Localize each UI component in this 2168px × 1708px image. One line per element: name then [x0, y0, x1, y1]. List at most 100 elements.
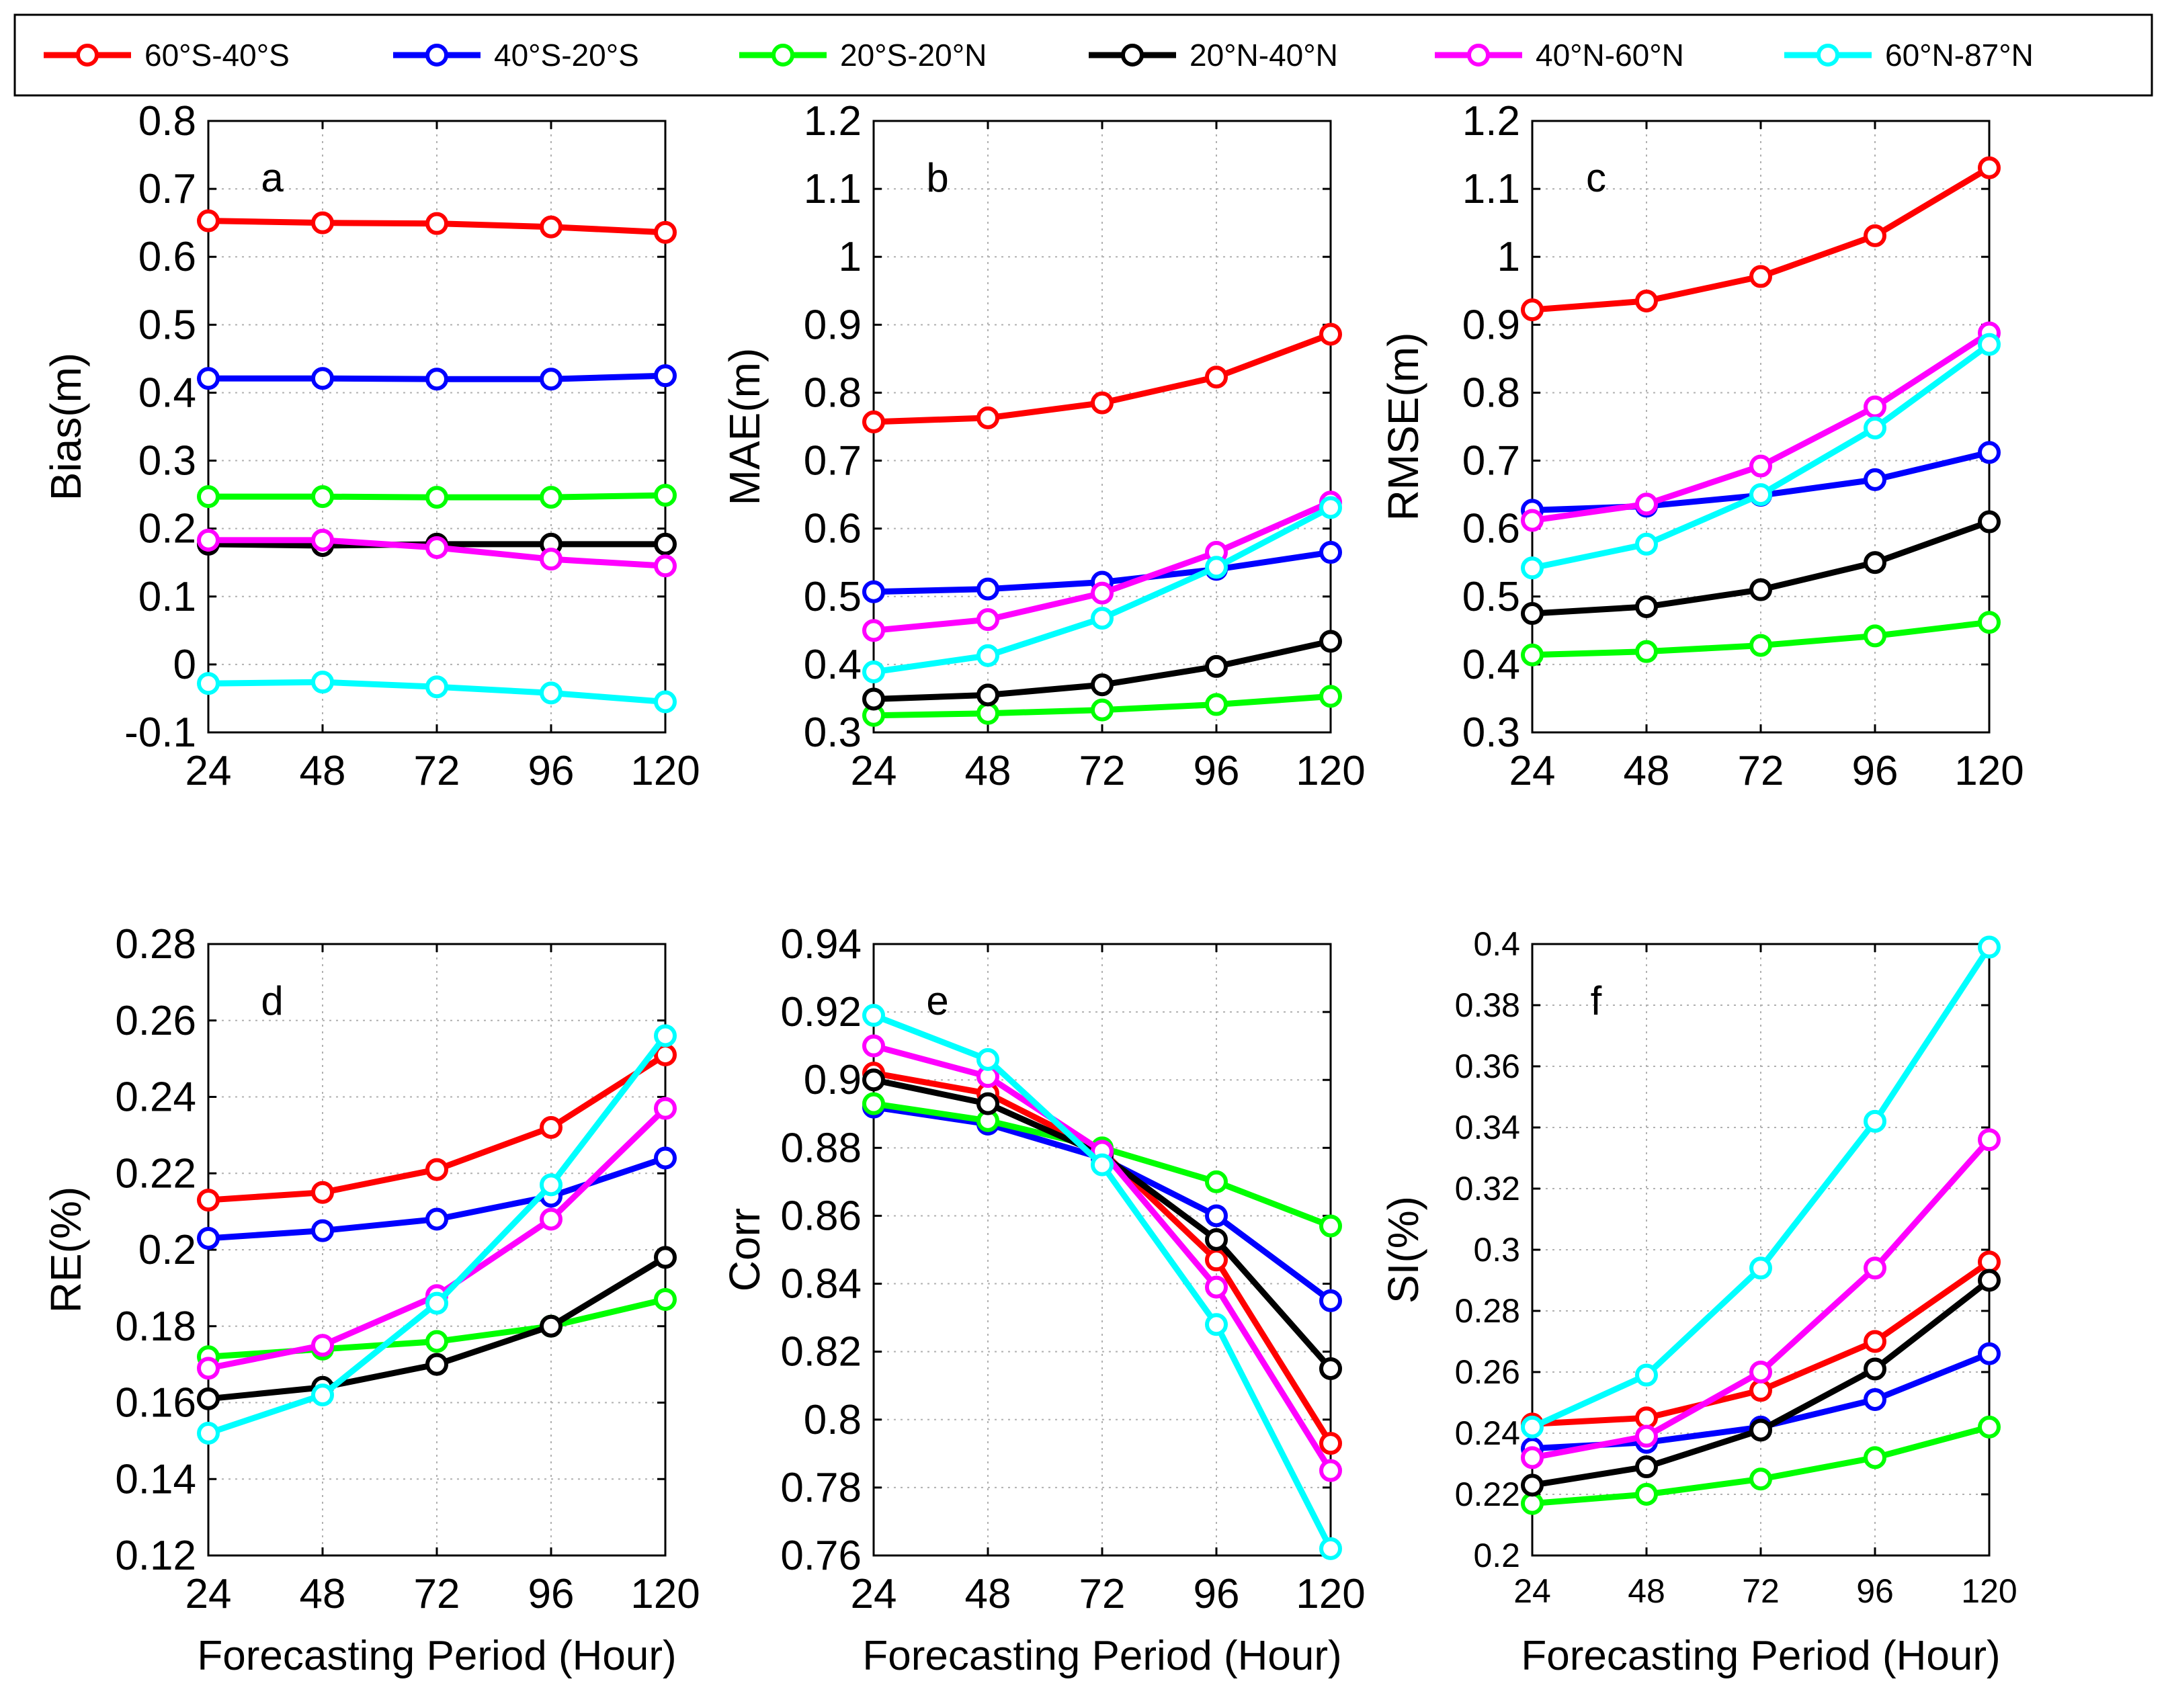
x-tick-label: 48: [965, 1571, 1011, 1617]
legend-label: 20°N-40°N: [1190, 38, 1338, 73]
panel-a: -0.1 0 0.1 0.2 0.3 0.4 0.5 0.6 0.7 0.8 24 48 72 96 120…: [42, 98, 700, 794]
data-point: [862, 1092, 885, 1115]
y-tick-label: 0.16: [115, 1380, 196, 1426]
x-tick-label: 72: [1742, 1572, 1780, 1610]
data-point: [1749, 1256, 1772, 1280]
y-tick-label: 0.34: [1455, 1109, 1520, 1146]
y-tick-label: 0.28: [1455, 1292, 1520, 1330]
data-point: [1864, 1446, 1886, 1469]
data-point: [1319, 1432, 1342, 1455]
series-s5: [1521, 1128, 2001, 1469]
y-tick-label: 0.36: [1455, 1048, 1520, 1085]
data-point: [1521, 1492, 1544, 1515]
ticks: 0.2 0.22 0.24 0.26 0.28 0.3 0.32 0.34 0.36 0.38 0.…: [1455, 925, 2017, 1610]
legend-label: 60°S-40°S: [144, 38, 290, 73]
x-tick-label: 96: [528, 748, 575, 794]
data-point: [311, 671, 334, 694]
data-point: [1205, 1204, 1228, 1228]
data-point: [1091, 673, 1114, 697]
data-point: [1978, 1128, 2001, 1152]
y-tick-label: 0.8: [804, 370, 862, 416]
data-point: [1864, 395, 1886, 419]
data-point: [1319, 1214, 1342, 1238]
y-tick-label: 1.1: [1462, 166, 1520, 212]
series-s1: [862, 323, 1342, 433]
series-s6: [1521, 935, 2001, 1439]
legend-entry: 20°S-20°N: [739, 38, 987, 73]
series-s6: [862, 1004, 1342, 1560]
y-tick-label: 0.28: [115, 921, 196, 968]
panel-f: 0.2 0.22 0.24 0.26 0.28 0.3 0.32 0.34 0.36 0.38 0.…: [1379, 925, 2017, 1679]
series-s1: [1521, 1250, 2001, 1436]
data-point: [1864, 468, 1886, 491]
series-s2: [197, 364, 677, 391]
panel-letter: d: [261, 978, 283, 1023]
data-point: [1864, 1256, 1886, 1280]
data-point: [311, 211, 334, 234]
y-tick-label: 0.9: [804, 1057, 862, 1103]
data-point: [1978, 1250, 2001, 1274]
data-point: [1864, 417, 1886, 440]
x-tick-label: 120: [1296, 748, 1365, 794]
data-point: [425, 1158, 448, 1181]
y-tick-label: 0.14: [115, 1456, 196, 1502]
data-point: [1749, 1361, 1772, 1383]
x-tick-label: 48: [1628, 1572, 1665, 1610]
data-point: [862, 580, 885, 603]
data-point: [1091, 391, 1114, 415]
data-point: [1864, 224, 1886, 247]
data-point: [862, 410, 885, 433]
data-point: [862, 1068, 885, 1092]
series-s4: [1521, 1269, 2001, 1497]
panel-b: 0.3 0.4 0.5 0.6 0.7 0.8 0.9 1 1.1 1.2 24 48 72 96 120 M…: [720, 98, 1366, 794]
x-tick-label: 48: [1624, 748, 1670, 794]
data-point: [1091, 607, 1114, 630]
x-tick-label: 96: [528, 1571, 575, 1617]
y-axis-title: RE(%): [42, 1187, 90, 1313]
y-tick-label: -0.1: [124, 710, 196, 756]
data-point: [1205, 1313, 1228, 1336]
data-point: [862, 687, 885, 711]
data-point: [1319, 1289, 1342, 1312]
data-point: [1635, 1455, 1658, 1479]
data-point: [425, 675, 448, 699]
data-point: [197, 485, 220, 509]
legend-marker: [1121, 44, 1144, 67]
data-point: [1521, 643, 1544, 667]
series-s6: [197, 671, 677, 714]
series-s1: [197, 1043, 677, 1212]
data-point: [540, 1173, 562, 1197]
y-tick-label: 0.12: [115, 1533, 196, 1579]
data-point: [862, 660, 885, 684]
data-point: [1521, 556, 1544, 580]
x-tick-label: 24: [851, 1571, 897, 1617]
y-tick-label: 0.9: [1462, 302, 1520, 348]
data-point: [311, 367, 334, 390]
y-axis-title: SI(%): [1379, 1196, 1427, 1304]
y-tick-label: 0.24: [115, 1074, 196, 1121]
y-tick-label: 0.3: [1473, 1231, 1520, 1269]
data-point: [1635, 289, 1658, 312]
x-tick-label: 96: [1856, 1572, 1894, 1610]
data-point: [425, 1330, 448, 1353]
legend-label: 40°N-60°N: [1536, 38, 1684, 73]
data-point: [1319, 1537, 1342, 1560]
panel-letter: c: [1586, 155, 1606, 200]
data-point: [1864, 1330, 1886, 1353]
data-point: [1521, 298, 1544, 322]
data-point: [197, 1189, 220, 1212]
y-tick-label: 0.5: [1462, 574, 1520, 620]
y-tick-label: 0.5: [138, 302, 196, 348]
y-axis-title: Bias(m): [42, 353, 90, 501]
data-point: [1749, 1379, 1772, 1402]
data-point: [654, 1146, 677, 1170]
y-tick-label: 0.76: [780, 1533, 862, 1579]
data-point: [1319, 1459, 1342, 1482]
panel-e: 0.76 0.78 0.8 0.82 0.84 0.86 0.88 0.9 0.92 0.94 24…: [720, 921, 1366, 1679]
x-tick-label: 48: [300, 1571, 346, 1617]
data-point: [862, 1004, 885, 1027]
y-tick-label: 0.2: [138, 1227, 196, 1273]
x-tick-label: 96: [1852, 748, 1899, 794]
data-point: [197, 1357, 220, 1380]
x-tick-label: 120: [630, 1571, 700, 1617]
